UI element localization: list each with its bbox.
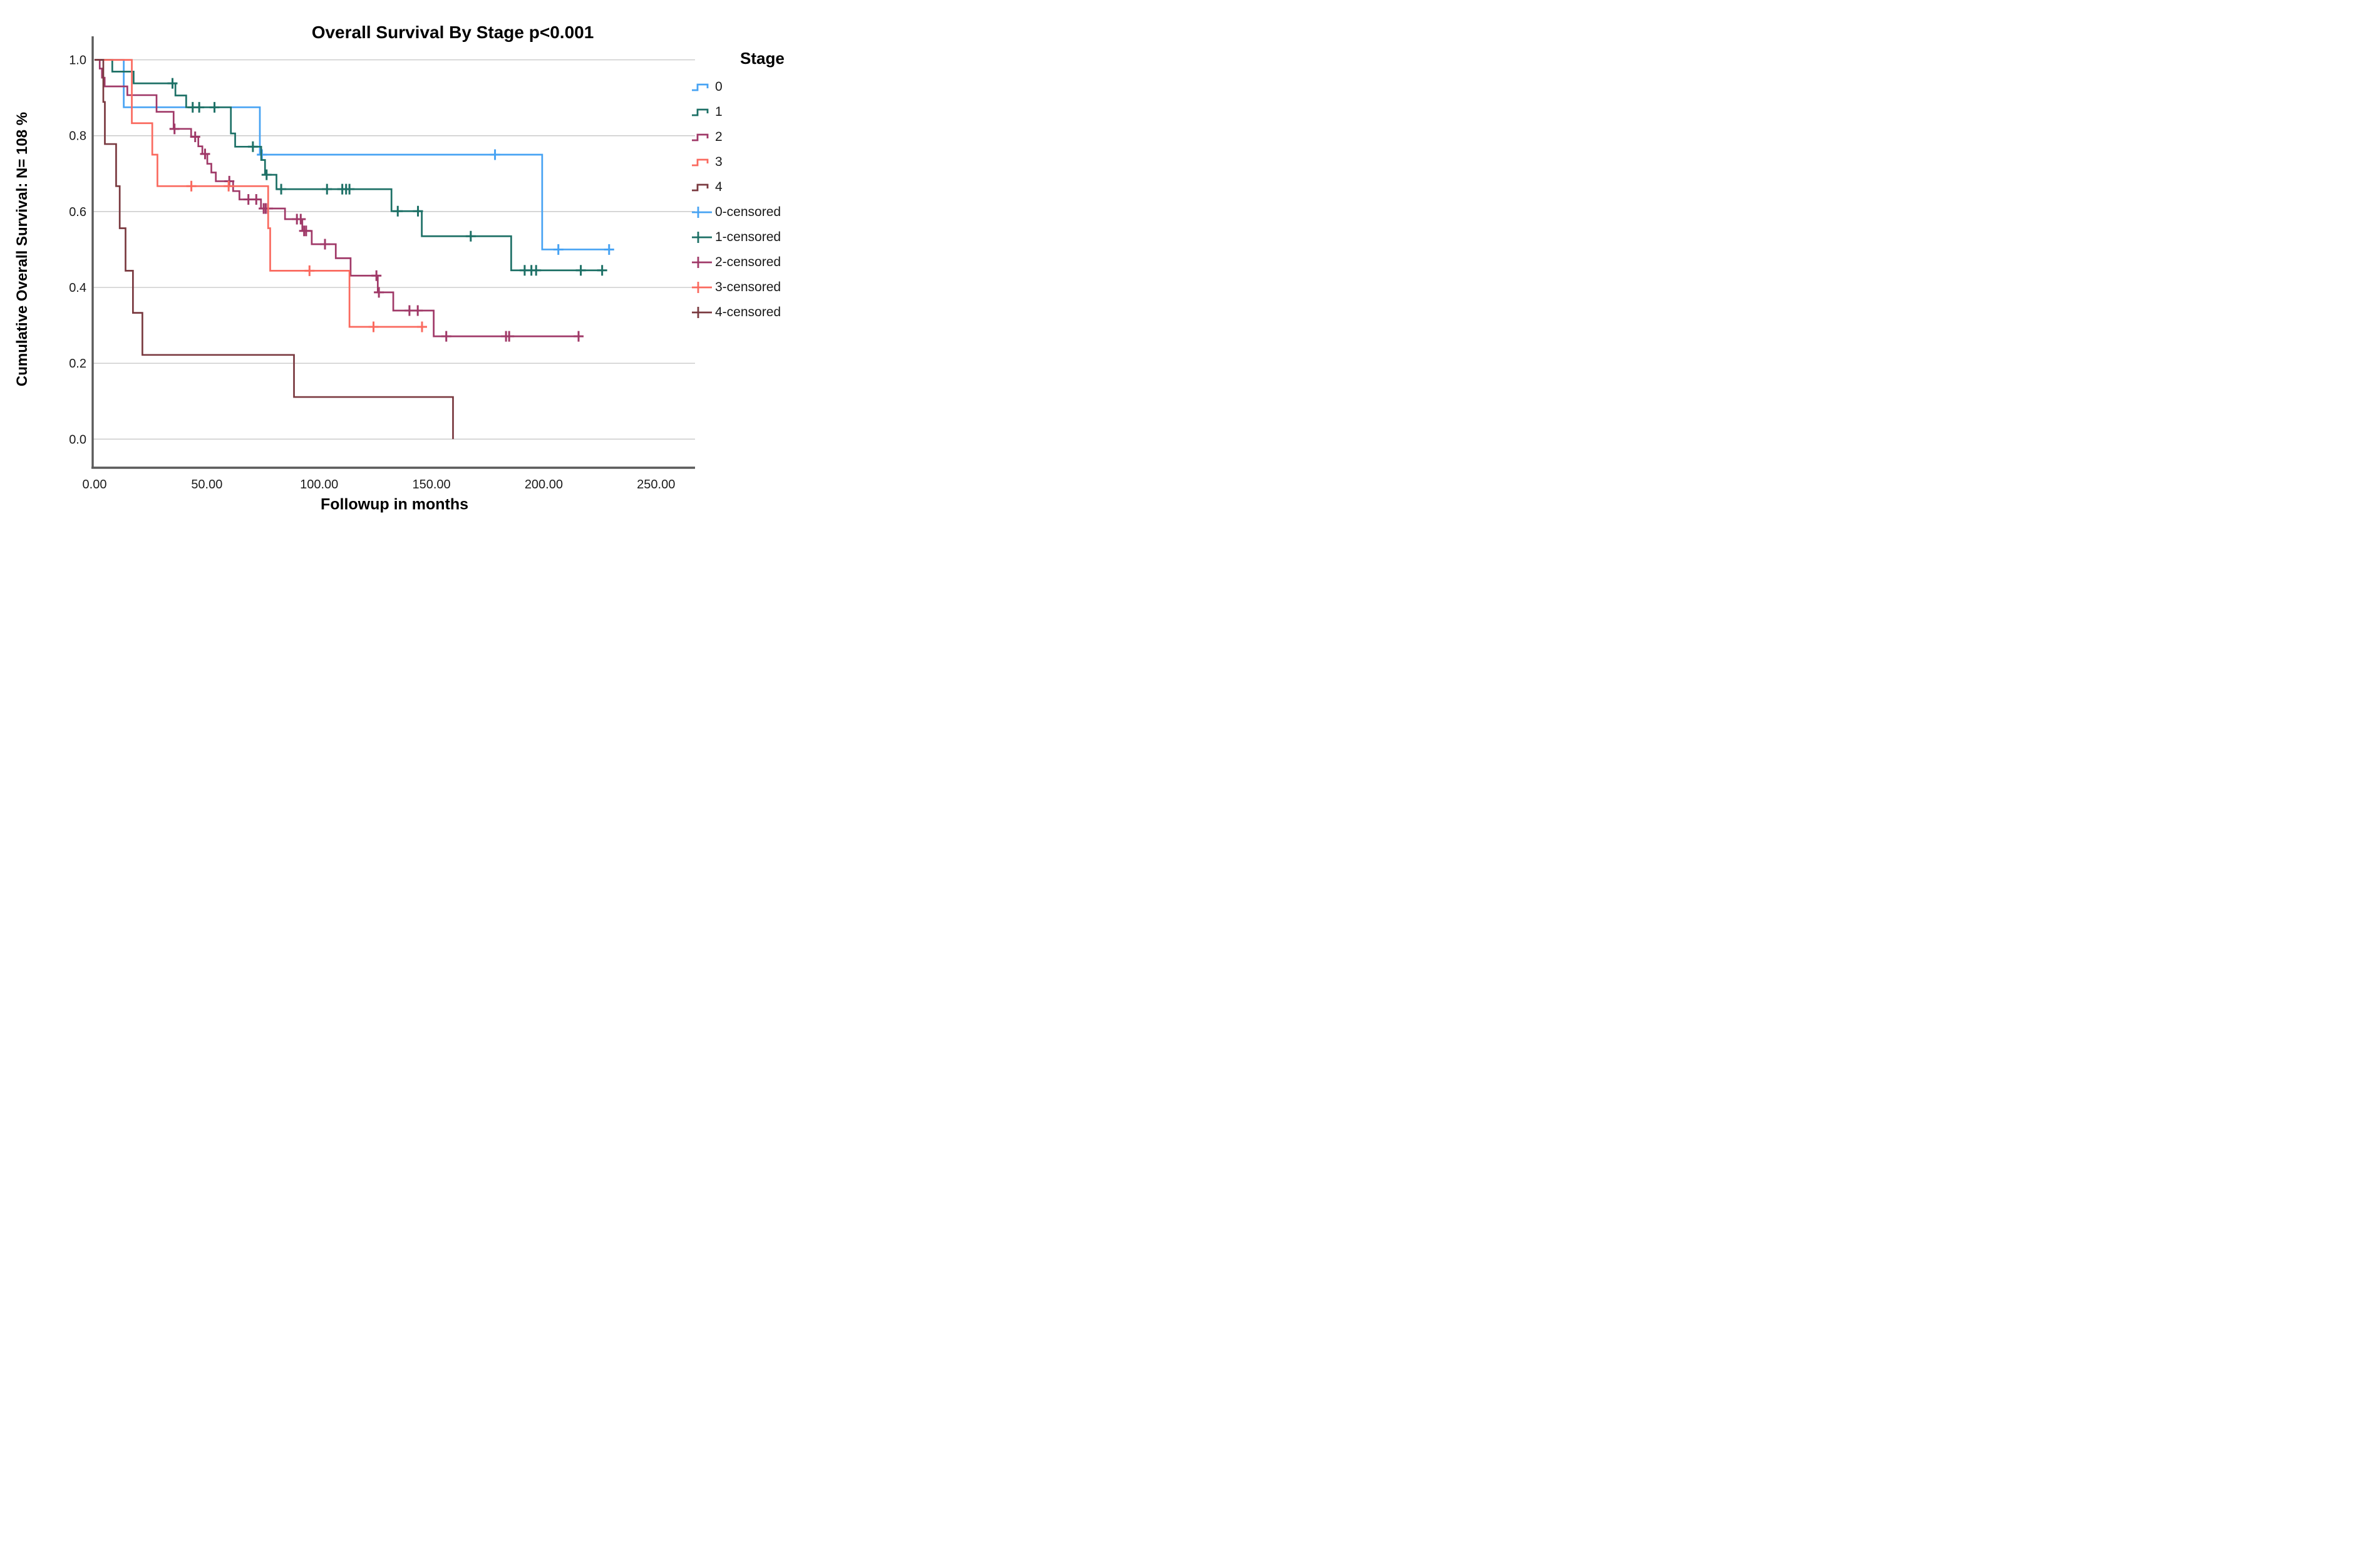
legend-line-swatch-3 [692, 158, 709, 167]
km-curve-stage-1 [95, 59, 604, 272]
legend-items: 0 1 2 3 4 0-censored 1-censored 2-censored 3-cen… [691, 75, 793, 325]
legend-item-2: 2 [691, 125, 793, 150]
x-tick-label: 250.00 [637, 478, 675, 492]
legend-line-swatch-2 [692, 133, 709, 142]
x-tick-label: 150.00 [412, 478, 450, 492]
legend: Stage 0 1 2 3 4 0-censored 1-censored 2-censore… [691, 49, 793, 325]
y-tick-label: 0.2 [69, 357, 86, 371]
x-tick-label: 200.00 [525, 478, 563, 492]
legend-item-4-censored: 4-censored [691, 300, 793, 325]
y-tick-label: 0.4 [69, 281, 86, 295]
legend-title: Stage [740, 49, 785, 68]
censor-marks-stage-3 [186, 180, 427, 332]
legend-item-3-censored: 3-censored [691, 275, 793, 300]
legend-label: 4-censored [715, 305, 781, 319]
legend-label: 1 [715, 105, 723, 119]
x-tick-label: 0.00 [83, 478, 107, 492]
legend-label: 3 [715, 155, 723, 169]
legend-item-0: 0 [691, 75, 793, 100]
km-curve-stage-4 [95, 59, 454, 440]
legend-label: 2 [715, 130, 723, 144]
censor-marks-stage-1 [167, 78, 607, 276]
legend-line-swatch-4 [692, 183, 709, 192]
x-tick-label: 100.00 [300, 478, 338, 492]
legend-censor-swatch-2-censored [692, 257, 712, 268]
censor-marks-stage-2 [169, 123, 584, 342]
y-tick-label: 0.6 [69, 205, 86, 219]
y-tick-label: 0.8 [69, 130, 86, 143]
x-tick-label: 50.00 [191, 478, 222, 492]
legend-line-swatch-1 [692, 108, 709, 116]
legend-item-0-censored: 0-censored [691, 200, 793, 225]
y-tick-label: 0.0 [69, 433, 86, 446]
legend-label: 2-censored [715, 255, 781, 269]
chart-title: Overall Survival By Stage p<0.001 [311, 23, 594, 42]
legend-line-swatch-0 [692, 83, 709, 91]
legend-label: 3-censored [715, 280, 781, 294]
y-tick-label: 1.0 [69, 54, 86, 68]
legend-item-1-censored: 1-censored [691, 225, 793, 250]
km-curve-stage-0 [95, 59, 612, 250]
legend-label: 0 [715, 80, 723, 94]
legend-label: 4 [715, 180, 723, 194]
censor-marks-stage-0 [257, 149, 614, 255]
km-plot-area: 0.0 0.2 0.4 0.6 0.8 1.0 0.00 50.00 100.00 150.00 2… [69, 36, 695, 492]
legend-censor-swatch-4-censored [692, 307, 712, 318]
km-curve-stage-3 [95, 59, 425, 328]
km-curve-stage-2 [95, 59, 582, 337]
legend-censor-swatch-1-censored [692, 232, 712, 243]
legend-label: 1-censored [715, 230, 781, 244]
x-axis-label: Followup in months [320, 495, 469, 513]
legend-label: 0-censored [715, 205, 781, 219]
legend-item-4: 4 [691, 175, 793, 200]
legend-censor-swatch-3-censored [692, 282, 712, 293]
legend-censor-swatch-0-censored [692, 207, 712, 218]
legend-item-1: 1 [691, 100, 793, 125]
legend-item-2-censored: 2-censored [691, 250, 793, 275]
legend-item-3: 3 [691, 150, 793, 175]
km-survival-chart: Overall Survival By Stage p<0.001 Cumula… [0, 0, 793, 522]
